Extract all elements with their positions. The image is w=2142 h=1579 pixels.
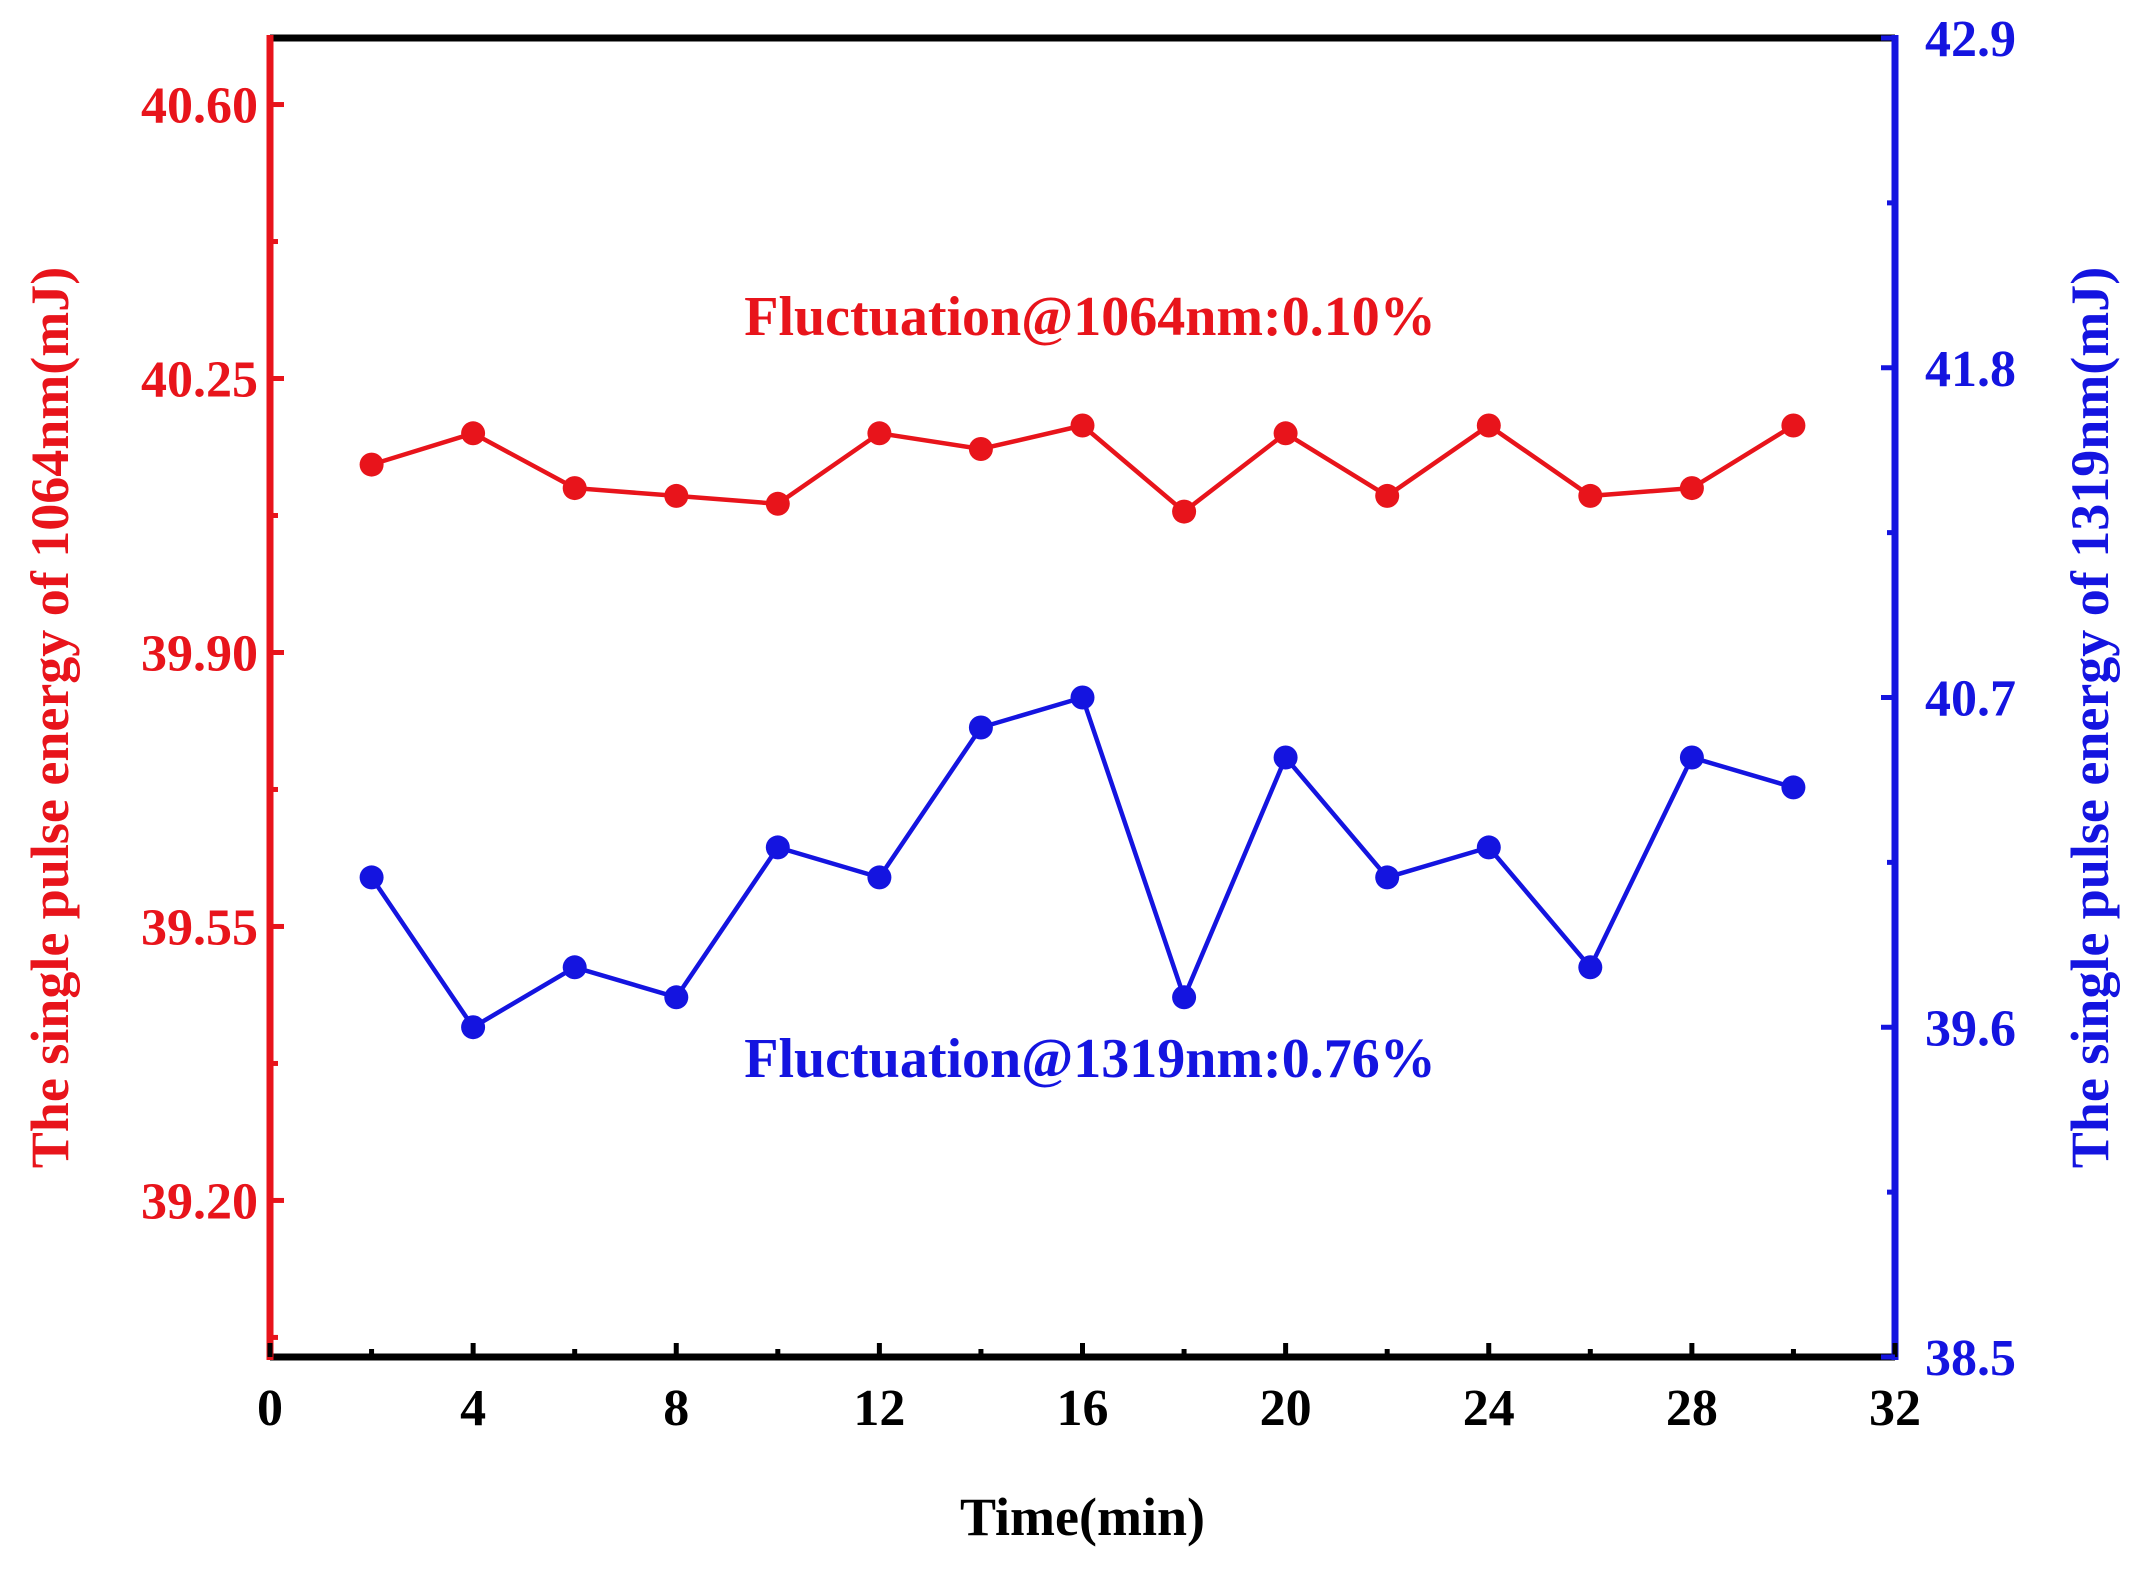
- right-tick-label-0: 38.5: [1925, 1330, 2016, 1387]
- left-tick-label-2: 39.90: [141, 625, 258, 682]
- left-tick-label-1: 39.55: [141, 899, 258, 956]
- left-tick-label-0: 39.20: [141, 1173, 258, 1230]
- data-point-1319nm-28: [1679, 745, 1704, 770]
- x-tick-label-16: 16: [1057, 1380, 1109, 1437]
- data-point-1064nm-4: [461, 421, 486, 446]
- data-point-1319nm-16: [1070, 685, 1095, 710]
- axis-ticks: [267, 35, 1898, 1360]
- data-point-1319nm-22: [1375, 865, 1400, 890]
- data-point-1319nm-6: [562, 955, 587, 980]
- x-axis-title: Time(min): [960, 1487, 1205, 1547]
- data-point-1064nm-6: [562, 476, 587, 501]
- data-point-1319nm-30: [1781, 775, 1806, 800]
- data-point-1319nm-10: [765, 835, 790, 860]
- data-point-1064nm-10: [765, 491, 790, 516]
- data-point-1064nm-26: [1578, 483, 1603, 508]
- x-tick-label-24: 24: [1463, 1380, 1515, 1437]
- right-y-axis-title: The single pulse energy of 1319nm(mJ): [2060, 267, 2120, 1168]
- data-point-1064nm-22: [1375, 483, 1400, 508]
- axis-labels: 0 4 8 12 16 20 24 28 32 39.20 39.55 39.90 40.25 40.60…: [141, 11, 2016, 1437]
- x-tick-label-4: 4: [460, 1380, 486, 1437]
- x-tick-label-32: 32: [1869, 1380, 1921, 1437]
- data-point-1064nm-18: [1172, 499, 1197, 524]
- data-point-1319nm-2: [359, 865, 384, 890]
- left-y-axis-title: The single pulse energy of 1064nm(mJ): [20, 267, 80, 1168]
- x-tick-label-20: 20: [1260, 1380, 1312, 1437]
- x-tick-label-0: 0: [257, 1380, 283, 1437]
- fluctuation-1319-annotation: Fluctuation@1319nm:0.76%: [744, 1028, 1435, 1090]
- right-tick-label-4: 42.9: [1925, 11, 2016, 68]
- data-point-1319nm-24: [1476, 835, 1501, 860]
- data-point-1064nm-16: [1070, 413, 1095, 438]
- data-point-1319nm-12: [867, 865, 892, 890]
- data-point-1064nm-8: [664, 483, 689, 508]
- data-point-1064nm-30: [1781, 413, 1806, 438]
- x-tick-label-28: 28: [1666, 1380, 1718, 1437]
- chart-marks: [359, 413, 1806, 1040]
- data-point-1319nm-18: [1172, 985, 1197, 1010]
- data-point-1064nm-2: [359, 452, 384, 477]
- data-point-1064nm-14: [968, 437, 993, 461]
- data-point-1319nm-20: [1273, 745, 1298, 770]
- data-point-1064nm-12: [867, 421, 892, 446]
- data-point-1319nm-26: [1578, 955, 1603, 980]
- data-point-1319nm-8: [664, 985, 689, 1010]
- left-tick-label-3: 40.25: [141, 352, 258, 409]
- data-point-1064nm-28: [1679, 476, 1704, 501]
- fluctuation-1064-annotation: Fluctuation@1064nm:0.10%: [744, 286, 1435, 348]
- data-point-1319nm-14: [968, 715, 993, 740]
- right-tick-label-1: 39.6: [1925, 1000, 2016, 1057]
- right-tick-label-2: 40.7: [1925, 671, 2016, 728]
- x-tick-label-12: 12: [853, 1380, 905, 1437]
- data-point-1064nm-20: [1273, 421, 1298, 446]
- data-point-1319nm-4: [461, 1015, 486, 1040]
- data-point-1064nm-24: [1476, 413, 1501, 438]
- x-tick-label-8: 8: [663, 1380, 689, 1437]
- left-tick-label-4: 40.60: [141, 78, 258, 135]
- series-line-1319nm: [369, 694, 1795, 1031]
- right-tick-label-3: 41.8: [1925, 341, 2016, 398]
